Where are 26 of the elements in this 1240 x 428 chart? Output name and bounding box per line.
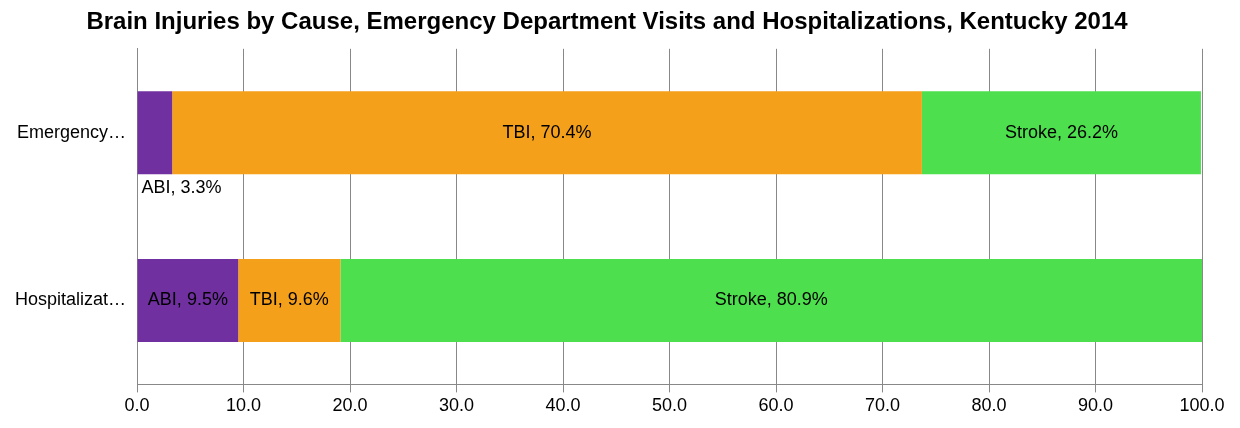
data-label: ABI, 3.3% — [141, 177, 222, 198]
y-tick-label: Hospitalizat… — [14, 289, 127, 310]
x-tick-label: 80.0 — [971, 395, 1007, 416]
x-tick-label: 50.0 — [652, 395, 688, 416]
data-label: Stroke, 26.2% — [1004, 121, 1118, 142]
x-tick-label: 60.0 — [758, 395, 794, 416]
data-label: TBI, 70.4% — [502, 121, 592, 142]
x-tick-label: 0.0 — [124, 395, 150, 416]
x-tick-label: 70.0 — [864, 395, 901, 416]
bar — [921, 91, 1201, 175]
bar — [137, 91, 173, 175]
x-tick-label: 40.0 — [545, 395, 581, 416]
y-tick-label: Emergency… — [16, 121, 127, 142]
bar — [137, 258, 239, 343]
bar — [238, 258, 341, 343]
x-tick-label: 10.0 — [226, 395, 262, 416]
x-tick-label: 100.0 — [1179, 395, 1225, 416]
data-label: Stroke, 80.9% — [714, 289, 828, 310]
data-label: TBI, 9.6% — [249, 289, 329, 310]
chart-title: Brain Injuries by Cause, Emergency Department Visits and Hospitalizations, Kentucky 2014 — [86, 7, 1129, 35]
data-label: ABI, 9.5% — [147, 289, 228, 310]
x-tick-label: 90.0 — [1077, 395, 1114, 416]
x-tick-label: 30.0 — [439, 395, 475, 416]
x-tick-label: 20.0 — [332, 395, 368, 416]
bar — [172, 91, 922, 175]
bar — [340, 258, 1202, 343]
